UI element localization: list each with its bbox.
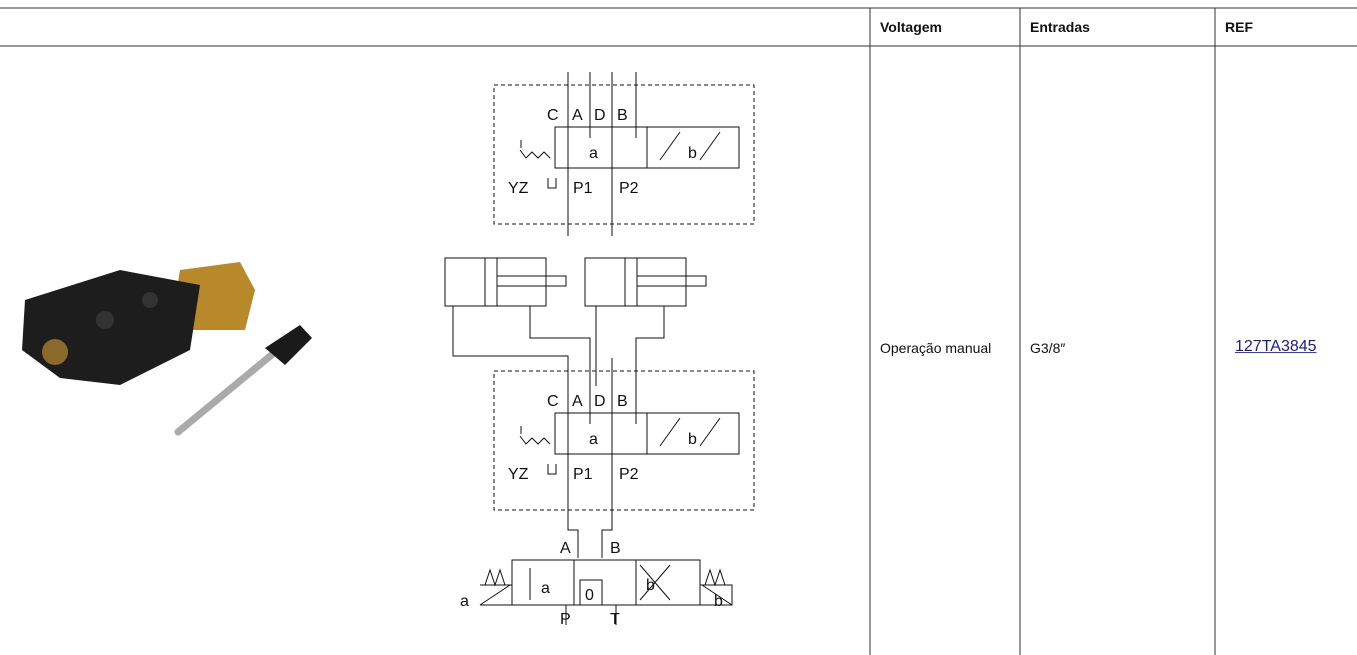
header-voltagem: Voltagem: [880, 19, 942, 35]
header-entradas: Entradas: [1030, 19, 1090, 35]
ref-link[interactable]: 127TA3845: [1235, 338, 1317, 355]
diagram-label: C: [547, 393, 559, 410]
diagram-label: B: [610, 540, 621, 557]
diagram-label: A: [572, 393, 583, 410]
diagram-label: P1: [573, 180, 593, 197]
diagram-label: P2: [619, 180, 639, 197]
diagram-label: a: [541, 580, 550, 597]
header-ref: REF: [1225, 19, 1253, 35]
inlet-cell: G3/8″: [1030, 340, 1066, 356]
product-photo: [22, 262, 312, 436]
voltage-cell: Operação manual: [880, 340, 992, 356]
diagram-label: P: [560, 611, 571, 628]
diagram-label: P2: [619, 466, 639, 483]
diagram-label: a: [589, 145, 598, 162]
diagram-label: a: [589, 431, 598, 448]
diagram-label: 0: [585, 587, 594, 604]
diagram-label: T: [610, 611, 620, 628]
diagram-label: A: [572, 107, 583, 124]
diagram-label: C: [547, 107, 559, 124]
product-figure: C A D Ba bYZ P1 P2C A D Ba bYZ P1 P2A Ba 0ba bP T: [22, 72, 755, 628]
diagram-label: A: [560, 540, 571, 557]
cylinders: [444, 257, 733, 625]
diagram-label: D: [594, 393, 606, 410]
diagram-label: P1: [573, 466, 593, 483]
diagram-label: b: [714, 593, 723, 610]
diagram-label: YZ: [508, 466, 529, 483]
diagram-label: b: [688, 431, 697, 448]
diagram-label: B: [617, 107, 628, 124]
diagram-label: D: [594, 107, 606, 124]
diagram-label: B: [617, 393, 628, 410]
diagram-label: b: [688, 145, 697, 162]
diagram-label: YZ: [508, 180, 529, 197]
diagram-label: b: [646, 577, 655, 594]
valve-symbol: [493, 72, 755, 236]
diagram-label: a: [460, 593, 469, 610]
